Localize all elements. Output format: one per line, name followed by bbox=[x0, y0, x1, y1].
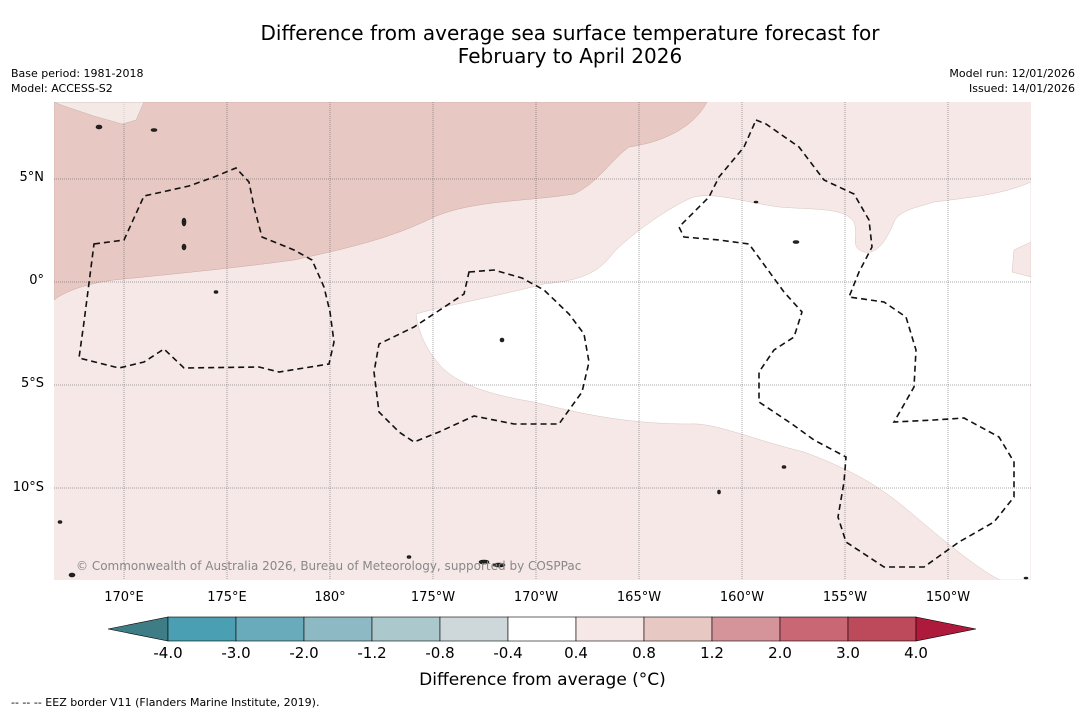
colorbar-tick-label: -0.4 bbox=[493, 644, 523, 662]
eez-border-phoenix bbox=[373, 269, 590, 443]
colorbar-segment bbox=[303, 616, 373, 642]
colorbar-segment bbox=[167, 616, 237, 642]
colorbar-tick-label: -1.2 bbox=[357, 644, 387, 662]
colorbar-segment bbox=[779, 616, 849, 642]
model-run: Model run: 12/01/2026 bbox=[949, 67, 1075, 80]
colorbar-extend-low bbox=[107, 616, 169, 642]
meta-right: Model run: 12/01/2026 Issued: 14/01/2026 bbox=[949, 66, 1075, 96]
lat-label-5n: 5°N bbox=[19, 170, 45, 185]
eez-border-line-islands bbox=[678, 118, 1015, 568]
lat-label-5s: 5°S bbox=[20, 376, 44, 391]
lat-label-0: 0° bbox=[29, 273, 44, 288]
colorbar-tick-label: -0.8 bbox=[425, 644, 455, 662]
lon-label-170w: 170°W bbox=[513, 590, 559, 605]
anomaly-fill-neutral bbox=[415, 181, 1031, 580]
copyright-notice: © Commonwealth of Australia 2026, Bureau… bbox=[76, 559, 582, 573]
issued-date: Issued: 14/01/2026 bbox=[968, 82, 1075, 95]
lon-label-180: 180° bbox=[314, 590, 346, 605]
eez-borders bbox=[78, 118, 1015, 568]
meta-left: Base period: 1981-2018 Model: ACCESS-S2 bbox=[11, 66, 143, 96]
colorbar-segment bbox=[507, 616, 577, 642]
base-period: Base period: 1981-2018 bbox=[11, 67, 144, 80]
colorbar-segment bbox=[235, 616, 305, 642]
graticule bbox=[54, 102, 1031, 580]
colorbar-segment bbox=[439, 616, 509, 642]
colorbar-tick-label: 3.0 bbox=[836, 644, 860, 662]
island-outline-north bbox=[54, 102, 145, 125]
lon-label-160w: 160°W bbox=[719, 590, 765, 605]
colorbar-extend-high bbox=[915, 616, 977, 642]
islands bbox=[57, 124, 1029, 580]
lon-label-170e: 170°E bbox=[104, 590, 144, 605]
colorbar-tick-label: 0.4 bbox=[564, 644, 588, 662]
lon-label-175e: 175°E bbox=[207, 590, 247, 605]
anomaly-fill-light-patch bbox=[1011, 241, 1031, 278]
eez-legend-note: -- -- -- EEZ border V11 (Flanders Marine… bbox=[11, 696, 320, 709]
colorbar-label: Difference from average (°C) bbox=[419, 670, 666, 690]
colorbar-tick-label: 4.0 bbox=[904, 644, 928, 662]
lon-label-165w: 165°W bbox=[616, 590, 662, 605]
colorbar bbox=[107, 616, 977, 642]
lon-label-150w: 150°W bbox=[925, 590, 971, 605]
colorbar-segment bbox=[643, 616, 713, 642]
lat-label-10s: 10°S bbox=[12, 480, 44, 495]
colorbar-tick-label: 1.2 bbox=[700, 644, 724, 662]
colorbar-tick-label: 0.8 bbox=[632, 644, 656, 662]
colorbar-tick-label: -2.0 bbox=[289, 644, 319, 662]
chart-title: Difference from average sea surface temp… bbox=[0, 22, 1085, 68]
colorbar-tick-label: 2.0 bbox=[768, 644, 792, 662]
anomaly-fill-medium bbox=[54, 102, 708, 301]
model-name: Model: ACCESS-S2 bbox=[11, 82, 113, 95]
lon-label-155w: 155°W bbox=[822, 590, 868, 605]
sst-anomaly-map bbox=[54, 102, 1031, 580]
colorbar-segment bbox=[711, 616, 781, 642]
colorbar-segment bbox=[371, 616, 441, 642]
colorbar-segment bbox=[575, 616, 645, 642]
lon-label-175w: 175°W bbox=[410, 590, 456, 605]
eez-border-kiribati-gilbert bbox=[78, 167, 335, 373]
colorbar-segment bbox=[847, 616, 917, 642]
title-line-1: Difference from average sea surface temp… bbox=[260, 21, 880, 45]
colorbar-tick-label: -4.0 bbox=[153, 644, 183, 662]
colorbar-tick-label: -3.0 bbox=[221, 644, 251, 662]
title-line-2: February to April 2026 bbox=[457, 44, 683, 68]
